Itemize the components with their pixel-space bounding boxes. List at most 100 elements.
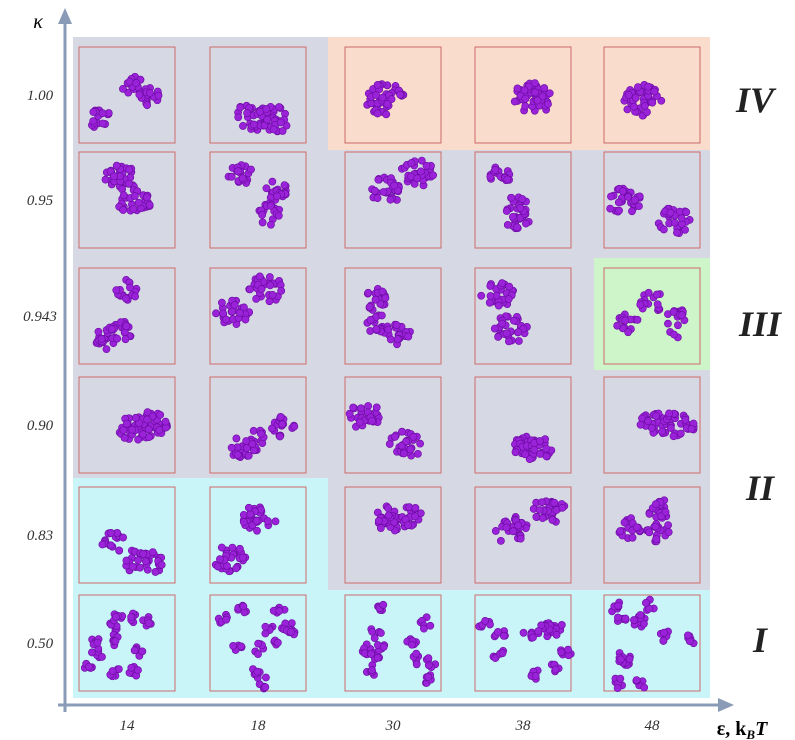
particle [114,335,121,342]
figure: κ ε, kBT 14183038481.000.950.9430.900.83… [0,0,795,740]
particle [129,426,136,433]
particle [632,94,639,101]
particle [391,182,398,189]
particle [624,106,631,113]
particle [678,312,685,319]
x-tick-label: 48 [645,718,661,734]
y-tick-label: 0.50 [27,636,54,652]
particle [670,308,677,315]
particle [621,519,628,526]
particle [403,438,410,445]
particle [410,433,417,440]
particle [247,511,254,518]
particle [144,102,151,109]
particle [136,91,143,98]
particle [619,188,626,195]
y-tick-label: 0.83 [27,528,53,544]
particle [374,110,381,117]
particle [277,413,284,420]
particle [614,322,621,329]
particle [288,619,295,626]
particle [374,195,381,202]
particle [652,501,659,508]
particle [253,295,260,302]
particle [404,522,411,529]
particle [630,616,637,623]
particle [514,85,521,92]
particle [637,611,644,618]
particle [374,81,381,88]
particle [682,416,689,423]
particle [223,616,230,623]
particle [398,428,405,435]
particle [233,565,240,572]
particle [642,599,649,606]
particle [237,104,244,111]
particle [486,299,493,306]
particle [212,310,219,317]
particle [272,518,279,525]
particle [112,638,119,645]
particle [504,221,511,228]
particle [374,654,381,661]
particle [494,628,501,635]
particle [538,499,545,506]
particle [136,564,143,571]
particle [218,299,225,306]
x-tick-label: 14 [120,718,136,734]
particle [98,335,105,342]
x-label-tail: T [755,718,768,740]
particle [678,214,685,221]
particle [239,554,246,561]
particle [648,424,655,431]
particle [417,168,424,175]
particle [391,433,398,440]
particle [239,122,246,129]
particle [503,330,510,337]
particle [128,613,135,620]
particle [634,84,641,91]
particle [281,181,288,188]
particle [629,534,636,541]
particle [373,326,380,333]
particle [112,613,119,620]
particle [531,89,538,96]
particle [120,426,127,433]
particle [145,426,152,433]
particle [113,162,120,169]
particle [264,517,271,524]
particle [513,224,520,231]
particle [625,329,632,336]
particle [635,203,642,210]
particle [253,517,260,524]
particle [233,435,240,442]
particle [356,419,363,426]
particle [146,89,153,96]
particle [133,79,140,86]
particle [267,221,274,228]
particle [412,504,419,511]
particle [361,650,368,657]
particle [375,517,382,524]
particle [628,208,635,215]
particle [380,188,387,195]
particle [368,417,375,424]
particle [624,193,631,200]
particle [551,499,558,506]
particle [559,504,566,511]
particle [646,529,653,536]
particle [544,101,551,108]
y-tick-label: 0.90 [27,418,54,434]
particle [520,629,527,636]
particle [626,655,633,662]
particle [279,127,286,134]
particle [259,219,266,226]
particle [250,427,257,434]
particle [633,524,640,531]
particle [387,196,394,203]
particle [517,535,524,542]
particle [494,333,501,340]
particle [134,667,141,674]
particle [162,418,169,425]
particle [487,282,494,289]
